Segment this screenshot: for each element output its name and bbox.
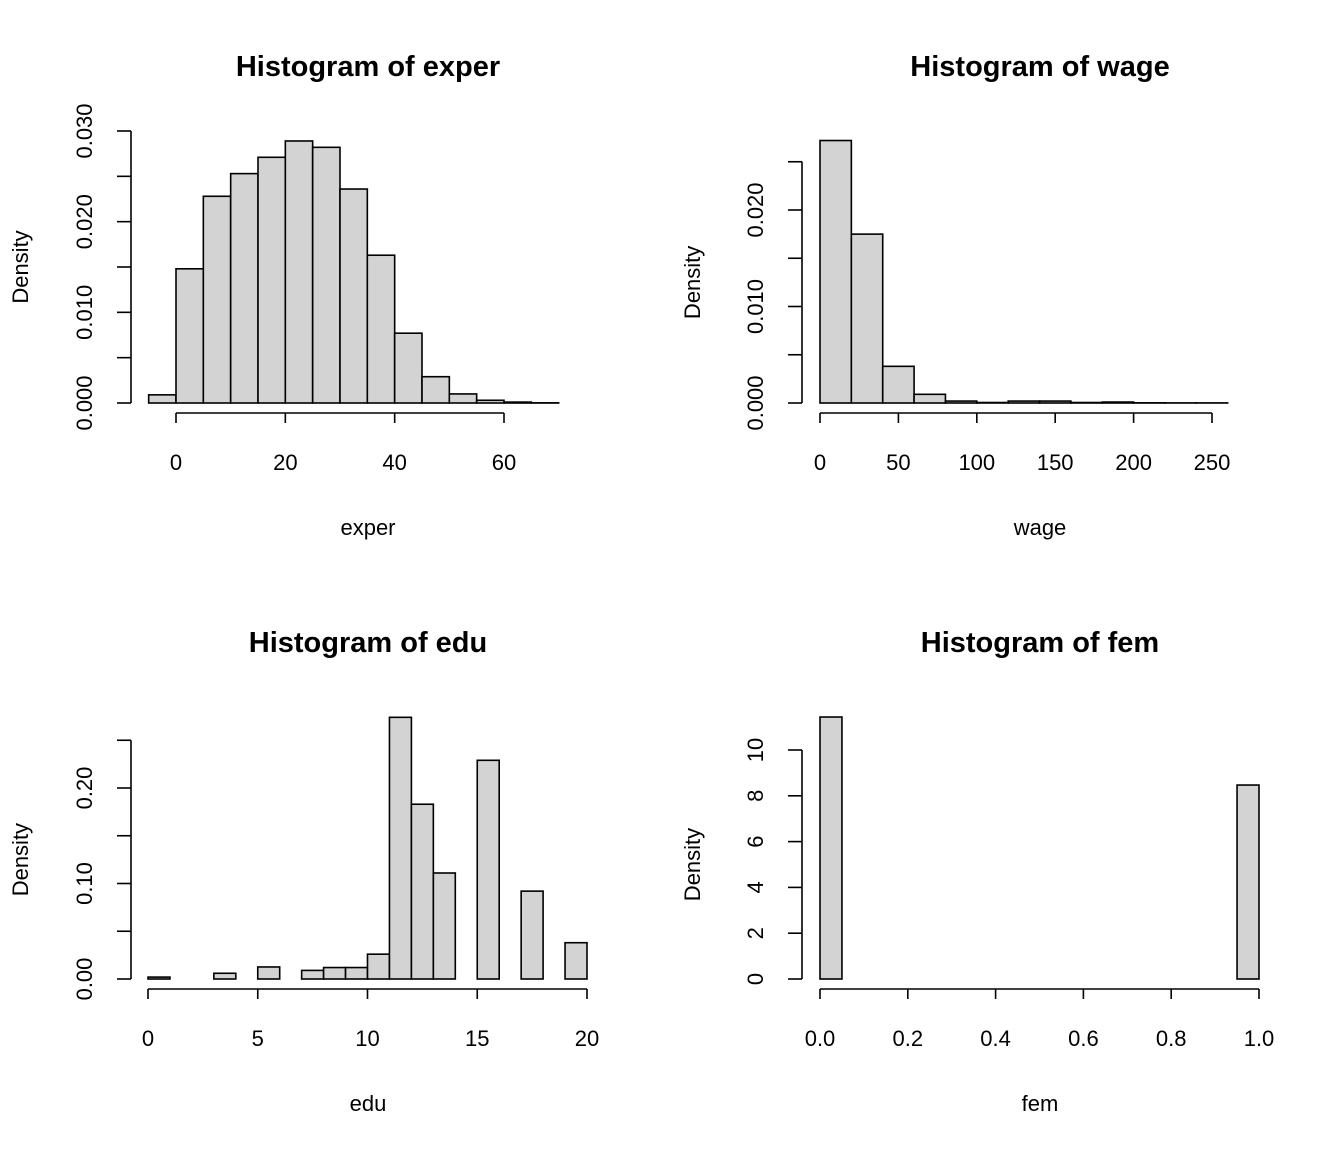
y-tick-label: 0	[743, 973, 768, 985]
histogram-bar	[410, 803, 435, 980]
x-tick-label: 40	[382, 450, 406, 475]
y-axis-label: Density	[680, 828, 705, 901]
x-tick-label: 15	[465, 1026, 489, 1051]
histogram-bar	[432, 872, 457, 980]
y-tick-label: 6	[743, 835, 768, 847]
histogram-bar	[366, 254, 396, 404]
chart-title: Histogram of edu	[249, 627, 487, 659]
y-tick-label: 0.020	[72, 194, 97, 249]
histogram-panel-fem: Histogram of fem 0.0 0.2 0.4 0.6 0.8 1.0 fem 0 2 4…	[680, 627, 1274, 1116]
histogram-panel-edu: Histogram of edu 0 5 10 15 20 edu 0.00 0.10 0.20 D…	[8, 627, 599, 1116]
histogram-bar	[503, 401, 533, 404]
histogram-bar	[564, 941, 588, 980]
y-tick-label: 10	[743, 738, 768, 762]
y-tick-label: 0.10	[72, 862, 97, 905]
y-axis-label: Density	[680, 246, 705, 319]
histogram-bar	[393, 332, 423, 404]
histogram-bar	[520, 890, 544, 980]
x-tick-label: 50	[886, 450, 910, 475]
y-tick-label: 2	[743, 927, 768, 939]
histogram-bar	[475, 399, 505, 404]
histogram-panel-wage: Histogram of wage 0 50 100 150 200 250 wage 0.00…	[680, 51, 1230, 540]
x-tick-label: 150	[1037, 450, 1074, 475]
histogram-bar	[850, 233, 884, 404]
histogram-bar	[339, 188, 369, 404]
histogram-bar	[322, 966, 347, 980]
histogram-bar	[344, 966, 369, 980]
x-tick-label: 0.4	[980, 1026, 1011, 1051]
histogram-bar	[147, 394, 177, 404]
histogram-bar	[175, 268, 205, 404]
histogram-bar	[388, 716, 413, 980]
y-tick-label: 0.00	[72, 958, 97, 1001]
histogram-bar	[311, 146, 341, 404]
histogram-bar	[476, 759, 501, 980]
x-axis-label: exper	[340, 515, 395, 540]
x-tick-label: 200	[1115, 450, 1152, 475]
x-tick-label: 0.0	[805, 1026, 836, 1051]
histogram-bar	[819, 139, 853, 404]
y-tick-label: 0.030	[72, 103, 97, 158]
x-tick-label: 10	[355, 1026, 379, 1051]
histogram-bar	[147, 976, 171, 980]
y-tick-label: 0.000	[743, 375, 768, 430]
histogram-bar	[819, 716, 843, 980]
x-axis-label: fem	[1022, 1091, 1059, 1116]
histogram-bar	[421, 375, 451, 404]
x-tick-label: 5	[252, 1026, 264, 1051]
histogram-bar	[229, 172, 259, 404]
x-tick-label: 0	[814, 450, 826, 475]
histogram-bar	[881, 365, 915, 404]
y-tick-label: 4	[743, 881, 768, 893]
histogram-bar	[213, 972, 237, 980]
x-tick-label: 250	[1194, 450, 1231, 475]
x-tick-label: 20	[575, 1026, 599, 1051]
x-axis-label: wage	[1013, 515, 1067, 540]
x-tick-label: 0.2	[893, 1026, 924, 1051]
histogram-bar	[256, 966, 281, 980]
y-tick-label: 0.20	[72, 767, 97, 810]
histogram-bar	[202, 195, 232, 404]
y-tick-label: 0.010	[743, 279, 768, 334]
y-axis-label: Density	[8, 823, 33, 896]
y-tick-label: 0.000	[72, 375, 97, 430]
histogram-bar	[1038, 400, 1072, 404]
histogram-bar	[300, 969, 325, 980]
x-tick-label: 0	[142, 1026, 154, 1051]
histogram-bar	[1007, 400, 1041, 404]
y-tick-label: 0.010	[72, 285, 97, 340]
x-tick-label: 20	[273, 450, 297, 475]
y-tick-label: 8	[743, 790, 768, 802]
histogram-bar	[448, 393, 478, 404]
x-tick-label: 0.8	[1156, 1026, 1187, 1051]
chart-title: Histogram of wage	[910, 51, 1169, 83]
chart-title: Histogram of fem	[921, 627, 1159, 659]
histogram-bar	[284, 140, 314, 404]
y-axis-label: Density	[8, 230, 33, 303]
histogram-bar	[366, 953, 391, 980]
histogram-bar	[1236, 784, 1260, 980]
histogram-bar	[1101, 401, 1135, 404]
histogram-panel-exper: Histogram of exper 0 20 40 60 exper 0.000 0.010…	[8, 51, 560, 540]
y-tick-label: 0.020	[743, 182, 768, 237]
x-tick-label: 0	[170, 450, 182, 475]
x-tick-label: 60	[492, 450, 516, 475]
chart-title: Histogram of exper	[236, 51, 500, 83]
x-tick-label: 1.0	[1244, 1026, 1275, 1051]
x-axis-label: edu	[350, 1091, 387, 1116]
x-tick-label: 0.6	[1068, 1026, 1099, 1051]
histogram-bar	[257, 156, 287, 404]
histogram-bar	[944, 400, 978, 404]
x-tick-label: 100	[958, 450, 995, 475]
histogram-bar	[913, 393, 947, 404]
